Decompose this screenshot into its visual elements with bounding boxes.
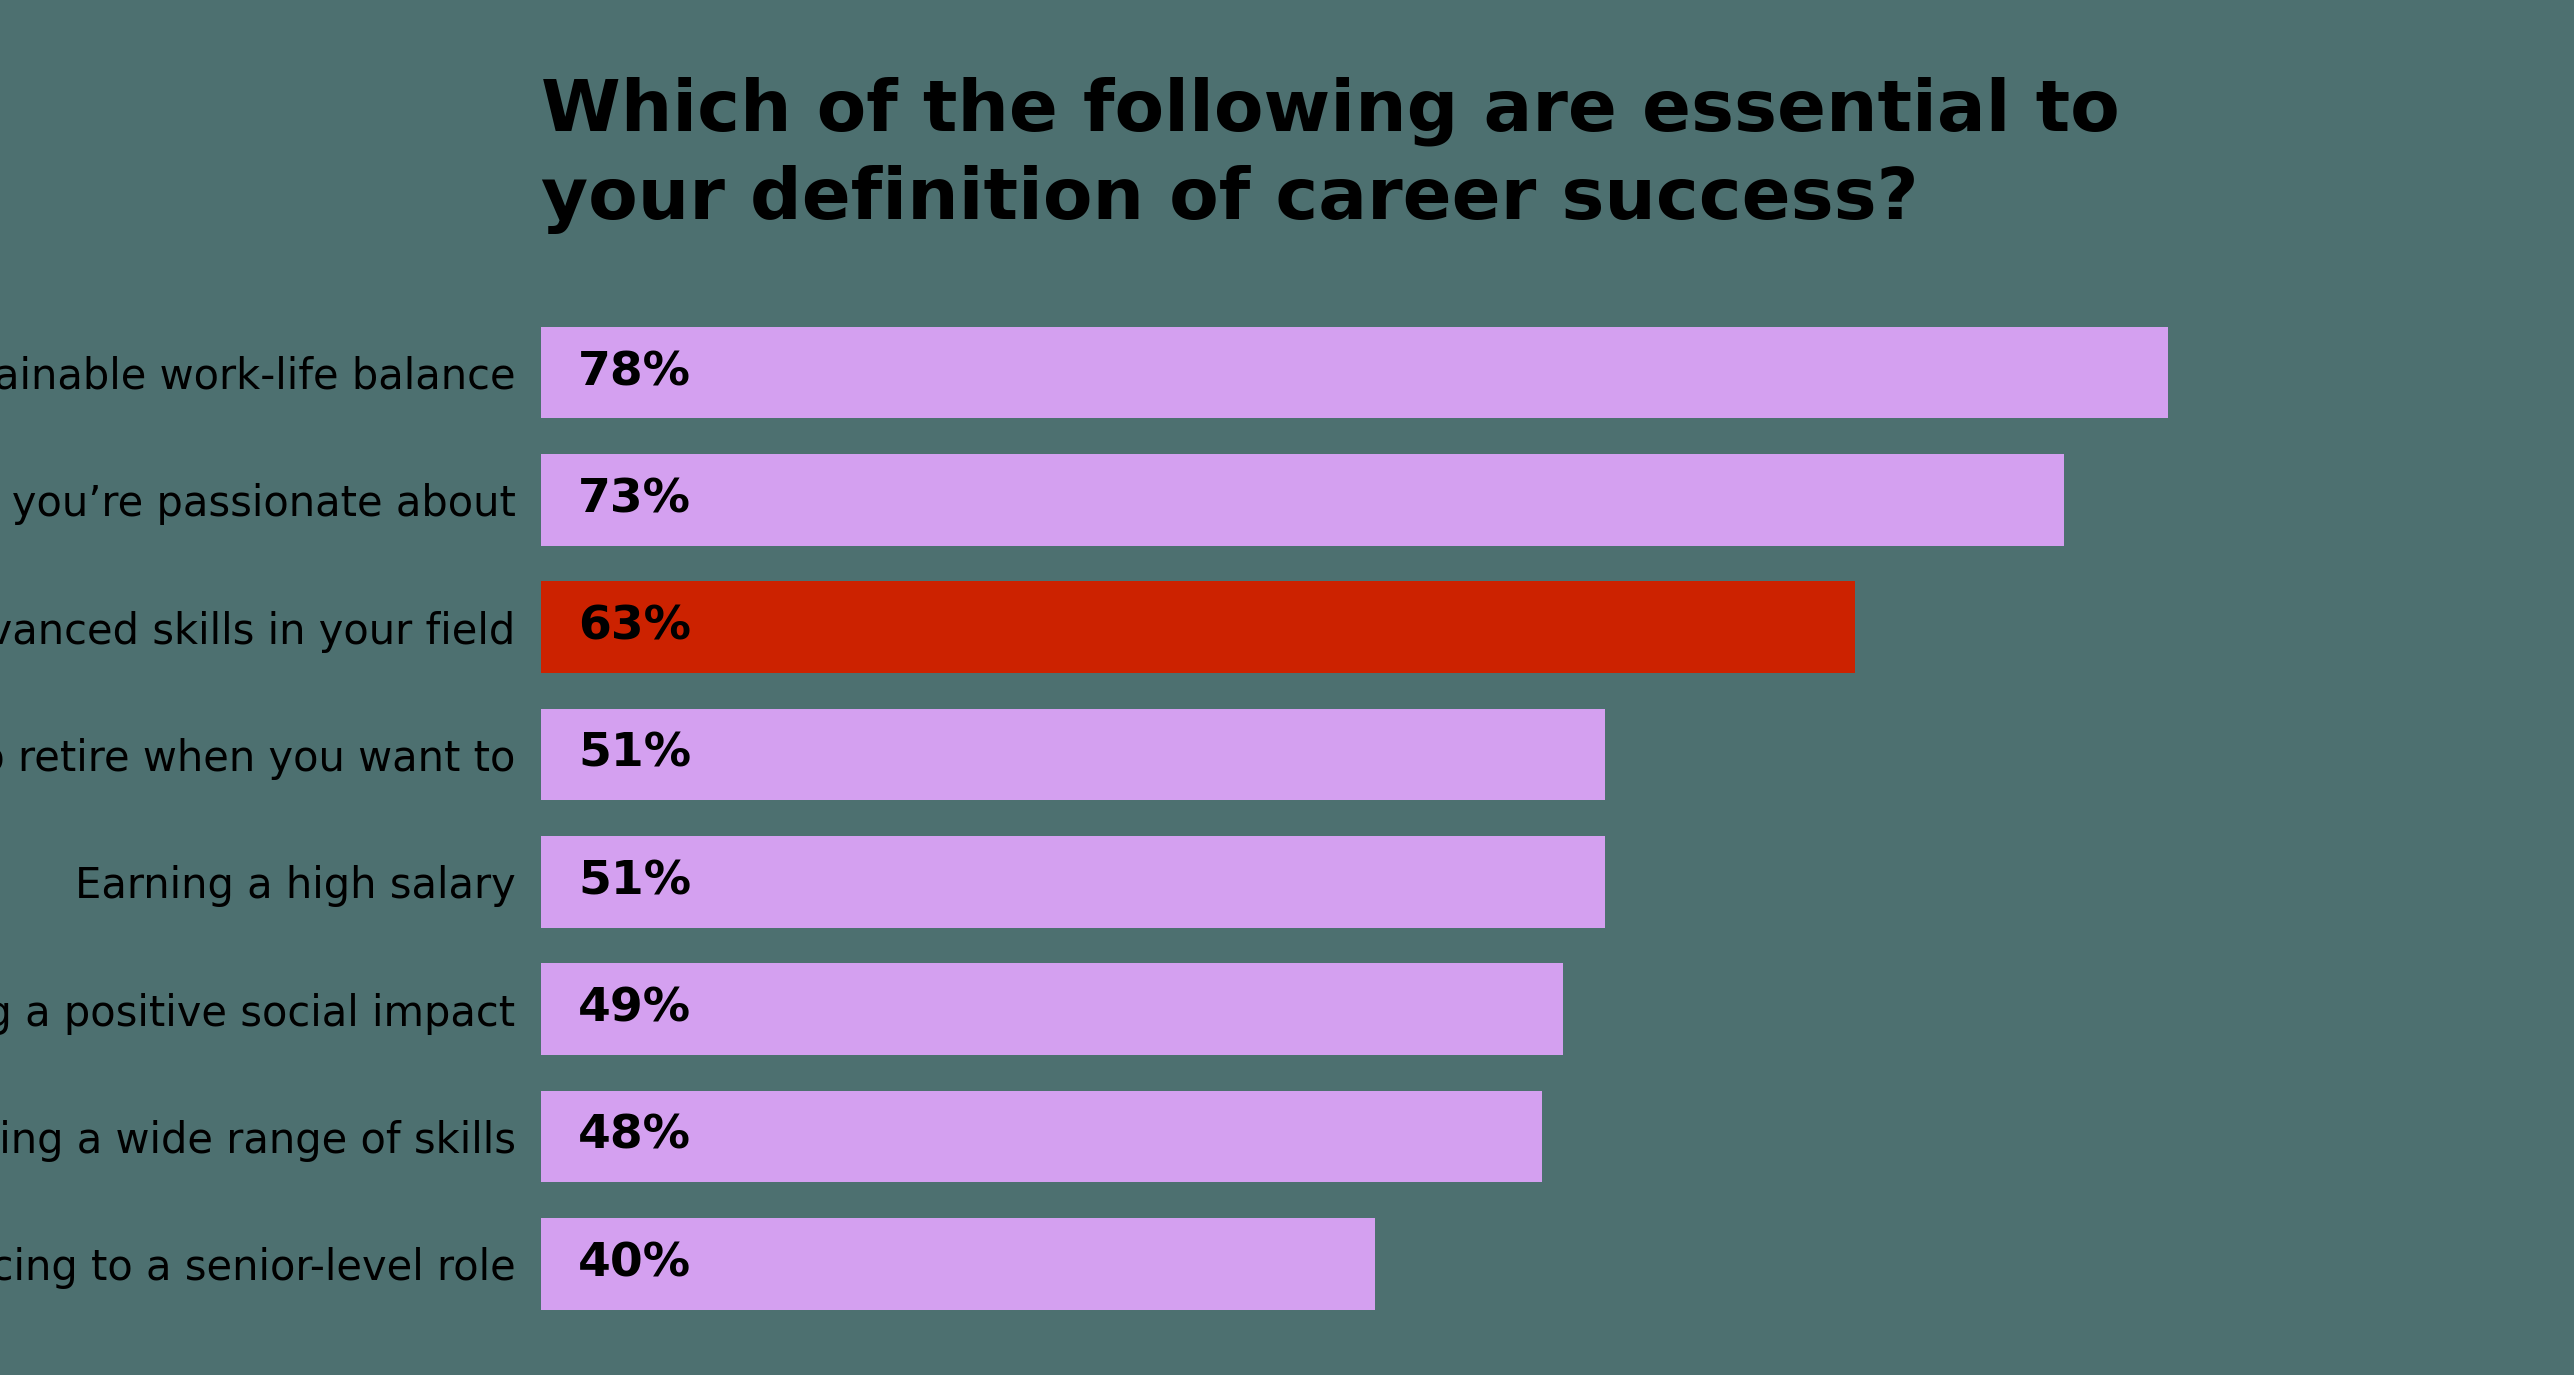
Text: 48%: 48% (579, 1114, 690, 1159)
Bar (541, 582, 1856, 672)
Text: Which of the following are essential to
your definition of career success?: Which of the following are essential to … (541, 77, 2118, 234)
Text: 51%: 51% (579, 859, 692, 905)
Bar (541, 454, 2064, 546)
Text: 40%: 40% (579, 1242, 692, 1286)
Bar (541, 1090, 1542, 1182)
Text: 78%: 78% (579, 351, 690, 395)
Text: 49%: 49% (579, 987, 692, 1031)
Text: 63%: 63% (579, 605, 690, 649)
Text: 73%: 73% (579, 477, 690, 522)
Bar (541, 836, 1604, 928)
Text: 51%: 51% (579, 732, 692, 777)
Bar (541, 327, 2167, 418)
Bar (541, 1218, 1375, 1309)
Bar (541, 708, 1604, 800)
Bar (541, 964, 1562, 1055)
